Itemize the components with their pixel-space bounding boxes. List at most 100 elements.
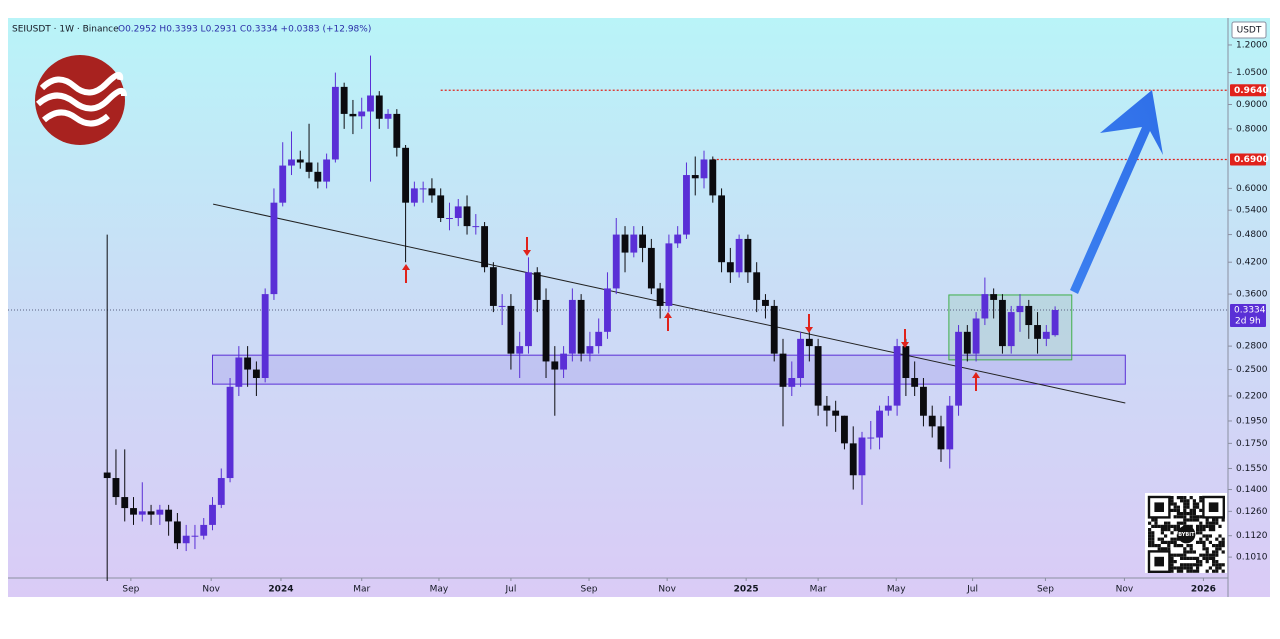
up-arrow — [402, 264, 410, 283]
x-tick-label: 2024 — [268, 585, 293, 595]
qr-cell — [1167, 540, 1171, 544]
candle-body — [832, 410, 840, 416]
qr-cell — [1186, 518, 1190, 522]
qr-cell — [1189, 496, 1193, 500]
candle-body — [182, 535, 190, 544]
qr-cell — [1199, 496, 1203, 500]
qr-cell — [1173, 540, 1177, 544]
candle-body — [305, 162, 313, 172]
qr-cell — [1221, 537, 1225, 541]
candle-body — [604, 288, 611, 332]
candle-body — [621, 234, 629, 253]
qr-cell — [1176, 505, 1180, 509]
qr-cell — [1221, 563, 1225, 567]
candle-body — [525, 272, 532, 347]
qr-cell — [1167, 544, 1171, 548]
qr-cell — [1192, 569, 1196, 573]
qr-cell — [1180, 563, 1184, 567]
qr-cell — [1215, 518, 1219, 522]
qr-cell — [1189, 547, 1193, 551]
candle-body — [209, 504, 216, 525]
qr-cell — [1212, 563, 1216, 567]
qr-cell — [1164, 534, 1168, 538]
qr-cell — [1208, 521, 1212, 525]
qr-cell — [1196, 505, 1200, 509]
qr-cell — [1176, 508, 1180, 512]
qr-cell — [1208, 540, 1212, 544]
qr-cell — [1196, 569, 1200, 573]
candle-body — [788, 378, 796, 387]
down-arrow — [901, 329, 909, 348]
candle-body — [217, 478, 225, 505]
qr-cell — [1176, 496, 1180, 500]
qr-cell — [1170, 499, 1174, 503]
qr-cell — [1167, 528, 1171, 532]
candle-body — [384, 113, 392, 119]
qr-cell — [1170, 560, 1174, 564]
qr-cell — [1208, 534, 1212, 538]
qr-cell — [1199, 499, 1203, 503]
candle-body — [709, 159, 717, 196]
candle-body — [244, 357, 252, 370]
y-tick-label: 0.2500 — [1236, 365, 1268, 375]
candle-body — [639, 234, 646, 248]
qr-cell — [1151, 544, 1155, 548]
qr-cell — [1192, 512, 1196, 516]
candle-body — [770, 305, 778, 354]
qr-finder-core — [1154, 502, 1164, 512]
qr-cell — [1164, 521, 1168, 525]
qr-cell — [1199, 540, 1203, 544]
qr-cell — [1164, 540, 1168, 544]
candle-body — [735, 238, 743, 273]
qr-cell — [1173, 508, 1177, 512]
qr-cell — [1215, 566, 1219, 570]
candle-body — [577, 299, 585, 354]
qr-cell — [1212, 560, 1216, 564]
qr-cell — [1205, 524, 1209, 528]
qr-cell — [1148, 534, 1152, 538]
qr-cell — [1215, 521, 1219, 525]
candle-body — [744, 238, 752, 273]
candle-body — [323, 159, 331, 182]
qr-cell — [1196, 528, 1200, 532]
qr-text: BYBIT — [1178, 532, 1195, 538]
qr-cell — [1183, 508, 1187, 512]
qr-finder-core — [1208, 502, 1219, 512]
sei-logo — [35, 55, 127, 145]
qr-cell — [1199, 531, 1203, 535]
qr-cell — [1157, 537, 1161, 541]
candle-body — [647, 247, 655, 289]
qr-cell — [1176, 512, 1180, 516]
x-tick-label: Sep — [1037, 585, 1054, 595]
qr-cell — [1212, 569, 1216, 573]
qr-cell — [1151, 540, 1155, 544]
y-tick-label: 1.0500 — [1236, 68, 1268, 78]
candle-body — [393, 113, 401, 148]
qr-finder — [1202, 495, 1226, 519]
qr-cell — [1186, 563, 1190, 567]
qr-cell — [1164, 524, 1168, 528]
qr-cell — [1148, 531, 1152, 535]
qr-cell — [1180, 512, 1184, 516]
qr-cell — [1212, 550, 1216, 554]
candle-body — [112, 478, 120, 498]
qr-cell — [1186, 505, 1190, 509]
qr-cell — [1218, 534, 1222, 538]
qr-cell — [1205, 560, 1209, 564]
qr-cell — [1189, 563, 1193, 567]
qr-cell — [1186, 550, 1190, 554]
candle-body — [805, 338, 813, 347]
y-tick-label: 0.1550 — [1236, 464, 1268, 474]
x-tick-label: 2026 — [1191, 585, 1216, 595]
candle-body — [340, 86, 348, 114]
candle-body — [279, 165, 287, 203]
candle-body — [726, 262, 734, 273]
qr-cell — [1176, 515, 1180, 519]
qr-cell — [1148, 537, 1152, 541]
qr-cell — [1183, 499, 1187, 503]
candle-body — [560, 353, 568, 370]
qr-cell — [1192, 518, 1196, 522]
qr-cell — [1221, 569, 1225, 573]
candle-body — [121, 497, 129, 509]
qr-cell — [1164, 528, 1168, 532]
